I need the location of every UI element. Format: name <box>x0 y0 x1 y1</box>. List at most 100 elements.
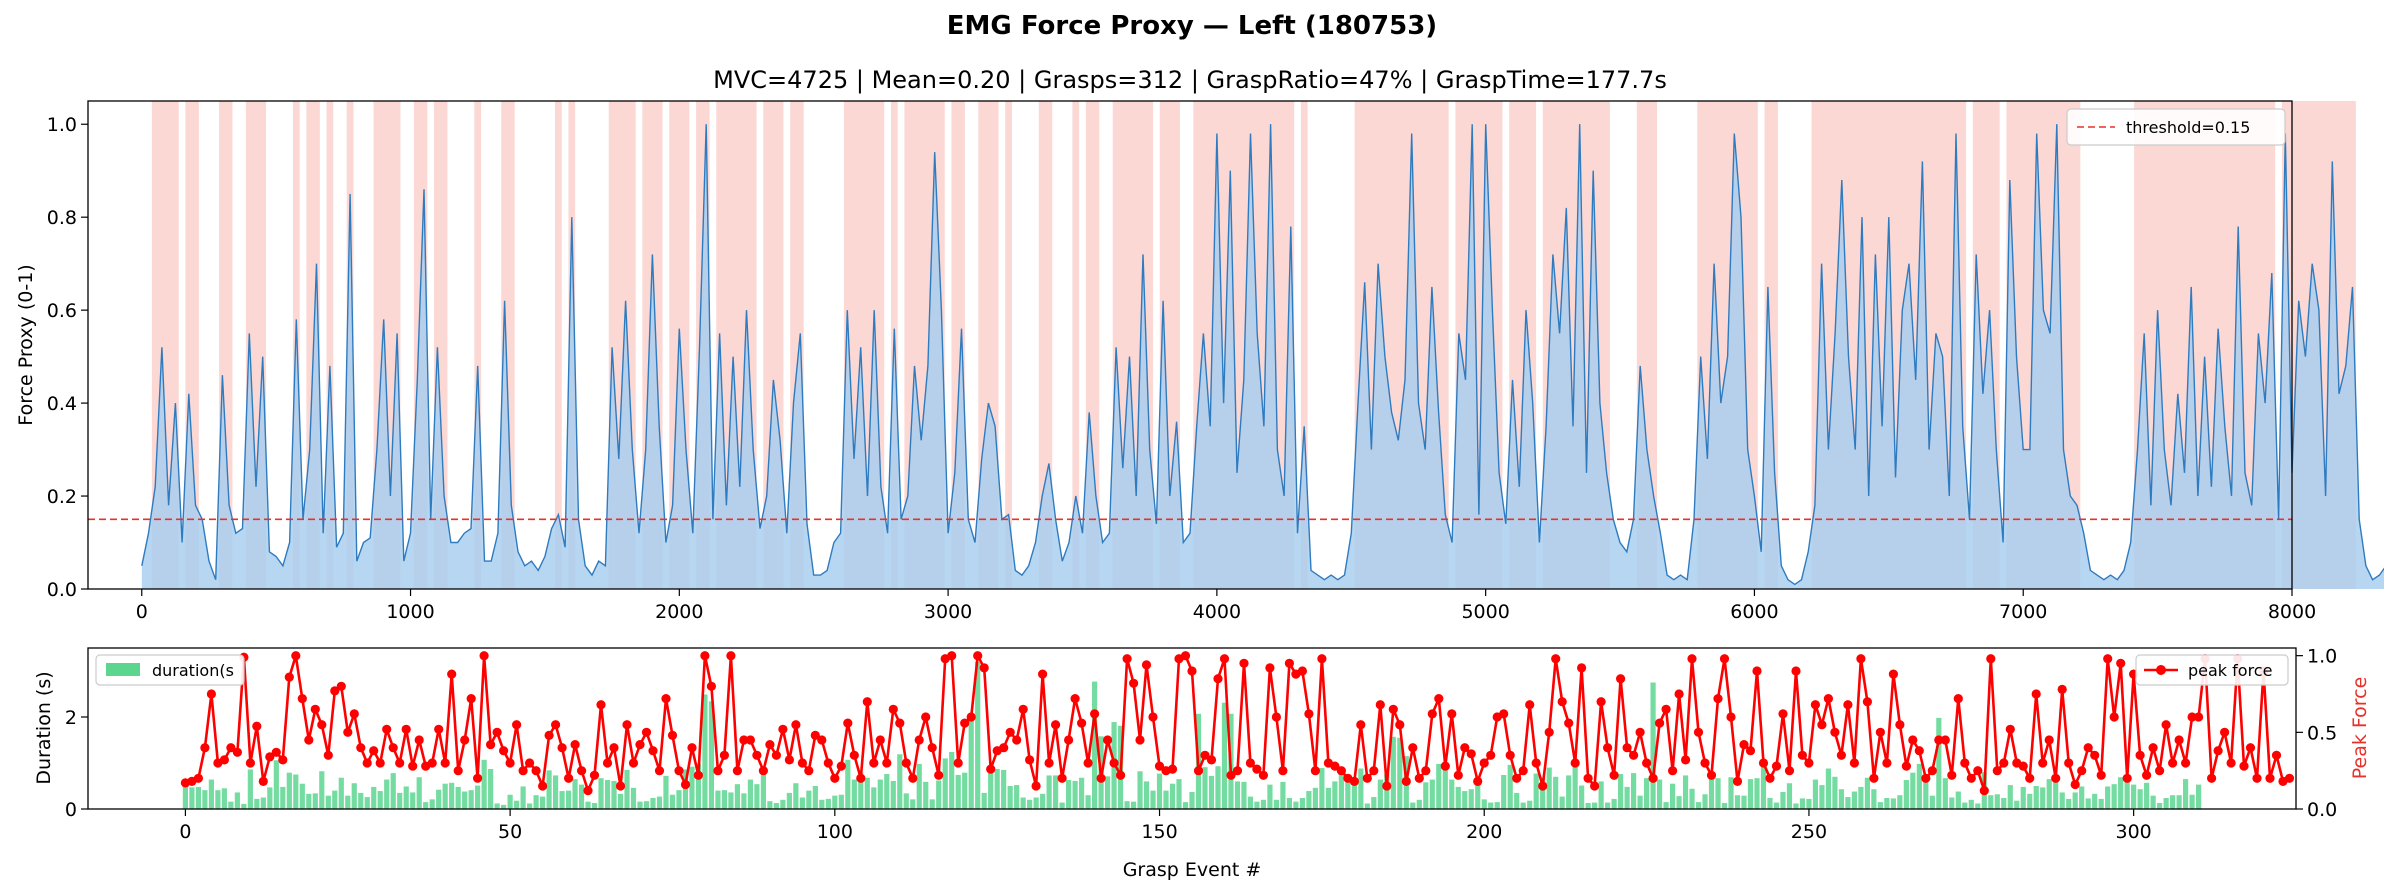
duration-bar <box>1501 774 1507 809</box>
duration-bar <box>1806 798 1812 809</box>
duration-bar <box>741 793 747 809</box>
peak-force-point <box>1927 766 1937 776</box>
top-legend: threshold=0.15 <box>2066 108 2286 146</box>
duration-bar <box>884 774 890 809</box>
peak-force-point <box>654 766 665 776</box>
peak-force-point <box>999 743 1009 753</box>
peak-force-point <box>1167 764 1178 774</box>
peak-force-point <box>1096 773 1106 783</box>
duration-bar <box>1812 779 1819 809</box>
duration-bar <box>1864 777 1870 809</box>
peak-force-point <box>615 781 626 791</box>
peak-force-point <box>511 720 522 730</box>
duration-bar <box>2079 786 2085 809</box>
duration-bar <box>1494 802 1500 809</box>
duration-bar <box>715 790 721 809</box>
duration-bar <box>1566 775 1572 809</box>
peak-force-point <box>1005 727 1015 737</box>
peak-force-point <box>1057 773 1067 783</box>
duration-bar <box>858 772 864 809</box>
duration-bar <box>267 787 273 809</box>
duration-bar <box>345 795 351 809</box>
duration-bar <box>1682 775 1689 809</box>
peak-force-point <box>1804 758 1814 768</box>
peak-force-point <box>1193 766 1204 776</box>
duration-bar <box>1488 802 1494 809</box>
peak-force-point <box>1875 727 1885 737</box>
duration-bar <box>1988 795 1994 809</box>
duration-bar <box>1156 773 1163 809</box>
duration-bar <box>189 787 195 809</box>
peak-force-point <box>2265 773 2275 783</box>
peak-force-point <box>1252 764 1262 774</box>
peak-force-point <box>947 651 957 661</box>
peak-force-point <box>2090 750 2100 760</box>
peak-force-point <box>1369 766 1379 776</box>
peak-force-point <box>901 758 911 768</box>
peak-force-point <box>1557 697 1567 707</box>
duration-bar <box>1338 773 1344 809</box>
peak-force-point <box>1843 700 1853 710</box>
peak-force-point <box>349 709 359 719</box>
peak-force-point <box>447 669 457 679</box>
peak-force-point <box>479 651 489 661</box>
peak-force-point <box>700 651 710 661</box>
duration-bar <box>247 769 253 809</box>
duration-bar <box>1767 797 1773 809</box>
figure-suptitle: EMG Force Proxy — Left (180753) <box>947 11 1437 41</box>
duration-bar <box>747 779 753 809</box>
duration-bar <box>468 790 474 809</box>
y-tick-label: 0.0 <box>47 579 77 601</box>
peak-force-point <box>2116 658 2126 668</box>
peak-force-point <box>1090 709 1100 719</box>
duration-bar <box>1780 791 1786 809</box>
peak-force-point <box>921 712 931 722</box>
duration-bar <box>234 792 240 809</box>
y-tick-label: 0 <box>65 799 77 821</box>
peak-force-point <box>1232 766 1243 776</box>
peak-force-point <box>1213 674 1223 684</box>
peak-force-point <box>1544 727 1554 737</box>
duration-bar <box>221 788 227 809</box>
peak-force-point <box>1382 781 1392 791</box>
peak-force-point <box>1642 758 1652 768</box>
peak-force-point <box>271 747 281 757</box>
duration-bar <box>1897 795 1903 809</box>
peak-force-point <box>758 766 769 776</box>
peak-force-point <box>1752 666 1762 676</box>
duration-bar <box>1442 764 1448 809</box>
duration-bar <box>1423 782 1429 809</box>
peak-force-point <box>1914 746 1924 756</box>
duration-bar <box>501 804 507 809</box>
duration-bar <box>1299 797 1305 809</box>
duration-bar <box>910 799 916 809</box>
force-proxy-area <box>141 124 2384 589</box>
peak-force-point <box>492 727 502 737</box>
duration-bar <box>962 772 968 809</box>
duration-bar <box>514 800 520 809</box>
peak-force-point <box>1616 674 1626 684</box>
duration-bar <box>1949 797 1955 809</box>
peak-force-point <box>1622 743 1632 753</box>
peak-force-point <box>1395 720 1405 730</box>
duration-bar <box>2163 797 2169 809</box>
peak-force-point <box>1388 704 1398 714</box>
duration-bar <box>403 786 409 809</box>
duration-bar <box>1033 797 1039 809</box>
duration-bar <box>306 793 312 809</box>
duration-bar <box>2020 786 2026 809</box>
peak-force-point <box>330 686 340 696</box>
duration-bar <box>2059 792 2065 809</box>
peak-force-point <box>960 718 970 728</box>
peak-force-point <box>596 700 606 710</box>
x-tick-label: 6000 <box>1730 601 1778 623</box>
peak-force-point <box>2252 773 2262 783</box>
peak-force-point <box>979 663 989 673</box>
duration-bar <box>1027 799 1033 809</box>
peak-force-point <box>1836 750 1846 760</box>
peak-force-point <box>1012 735 1022 745</box>
duration-bar <box>1364 803 1370 809</box>
duration-bar <box>1429 779 1435 809</box>
duration-bar <box>2098 798 2104 809</box>
duration-bar <box>1559 796 1565 809</box>
